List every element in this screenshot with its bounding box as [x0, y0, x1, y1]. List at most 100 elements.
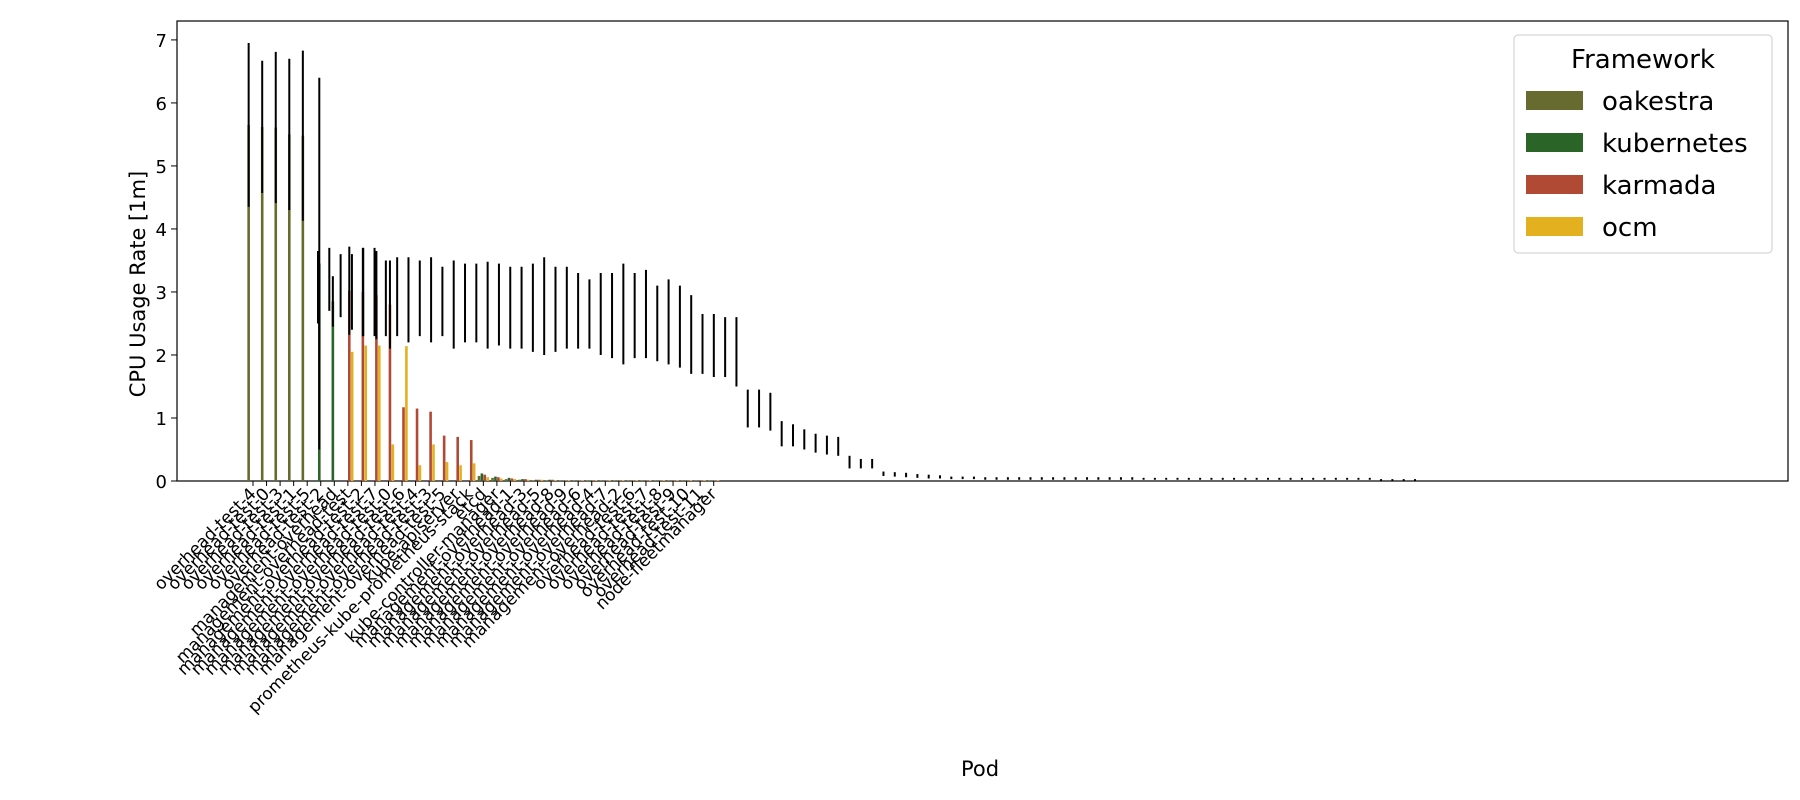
bar-oakestra — [531, 480, 535, 481]
bar-kubernetes — [521, 479, 524, 481]
bar-karmada — [456, 436, 459, 481]
bar-ocm — [378, 345, 381, 481]
bar-oakestra — [708, 480, 711, 481]
bar-oakestra — [477, 475, 481, 481]
bar-ocm — [689, 480, 693, 481]
legend-label-oakestra: oakestra — [1602, 87, 1714, 117]
bar-ocm — [703, 480, 706, 481]
bar-kubernetes — [670, 480, 673, 481]
bar-kubernetes — [656, 480, 660, 481]
bar-karmada — [619, 480, 622, 481]
bar-karmada — [510, 478, 514, 481]
bar-ocm — [554, 480, 557, 481]
bar-ocm — [472, 463, 476, 481]
bar-karmada — [578, 480, 581, 481]
bar-karmada — [483, 474, 487, 481]
bar-kubernetes — [643, 480, 646, 481]
bar-kubernetes — [548, 479, 551, 481]
bar-karmada — [442, 435, 446, 481]
bar-karmada — [551, 479, 554, 481]
bar-kubernetes — [575, 480, 579, 481]
bar-oakestra — [626, 480, 630, 481]
y-tick-label: 7 — [156, 31, 167, 52]
bar-ocm — [594, 480, 598, 481]
bar-oakestra — [260, 126, 264, 482]
bar-ocm — [540, 479, 544, 481]
y-axis: 0 1 2 3 4 5 6 7 — [156, 31, 177, 493]
bar-kubernetes — [589, 480, 592, 481]
bar-ocm — [621, 480, 625, 481]
bar-ocm — [499, 478, 503, 481]
bar-ocm — [608, 480, 611, 481]
bar-oakestra — [559, 480, 562, 481]
bar-ocm — [676, 480, 679, 481]
bar-karmada — [415, 408, 419, 481]
x-axis-label: Pod — [961, 757, 999, 781]
bar-karmada — [469, 440, 473, 481]
bar-karmada — [537, 479, 541, 481]
legend: Framework oakestra kubernetes karmada ocm — [1513, 34, 1773, 254]
bar-ocm — [418, 465, 422, 481]
bar-kubernetes — [561, 480, 565, 481]
bar-oakestra — [640, 480, 643, 481]
bar-ocm — [391, 444, 395, 481]
bar-karmada — [361, 291, 365, 481]
bar-oakestra — [586, 480, 589, 481]
y-tick-label: 6 — [156, 94, 167, 115]
bar-karmada — [605, 480, 609, 481]
bar-oakestra — [288, 134, 291, 481]
bar-oakestra — [491, 477, 494, 481]
x-axis: overhead-test-4overhead-test-0overhead-t… — [150, 481, 721, 717]
bar-kubernetes — [494, 476, 497, 481]
bar-kubernetes — [697, 480, 700, 481]
bar-karmada — [686, 480, 690, 481]
legend-frame — [1513, 34, 1773, 254]
bar-karmada — [700, 480, 703, 481]
y-tick-label: 3 — [156, 283, 167, 304]
legend-label-ocm: ocm — [1602, 213, 1658, 243]
bar-ocm — [581, 480, 584, 481]
legend-swatch-kubernetes — [1526, 133, 1583, 152]
legend-label-karmada: karmada — [1602, 171, 1716, 201]
bar-oakestra — [599, 480, 603, 481]
legend-swatch-oakestra — [1526, 91, 1583, 110]
bar-kubernetes — [616, 480, 619, 481]
bar-ocm — [350, 351, 354, 481]
bar-oakestra — [504, 479, 508, 481]
y-tick-label: 5 — [156, 157, 167, 178]
bar-kubernetes — [507, 477, 511, 481]
bar-oakestra — [694, 480, 698, 481]
bar-kubernetes — [331, 301, 335, 481]
y-tick-label: 1 — [156, 409, 167, 430]
bar-kubernetes — [629, 480, 633, 481]
bar-ocm — [662, 480, 666, 481]
bar-karmada — [375, 295, 378, 481]
bar-karmada — [388, 304, 392, 481]
bar-ocm — [635, 480, 639, 481]
bar-oakestra — [613, 480, 616, 481]
bar-kubernetes — [683, 480, 687, 481]
legend-title: Framework — [1571, 45, 1715, 75]
y-tick-label: 0 — [156, 472, 167, 493]
bar-ocm — [513, 479, 517, 481]
bar-oakestra — [667, 480, 670, 481]
bar-ocm — [486, 477, 489, 481]
bar-oakestra — [247, 124, 250, 482]
bar-kubernetes — [602, 480, 606, 481]
bar-oakestra — [572, 480, 576, 481]
bar-karmada — [591, 480, 595, 481]
bar-ocm — [364, 345, 368, 481]
bar-karmada — [497, 477, 500, 481]
bar-ocm — [432, 444, 435, 481]
bar-ocm — [445, 462, 449, 481]
bar-oakestra — [545, 480, 549, 481]
bar-karmada — [564, 480, 568, 481]
bar-oakestra — [274, 127, 278, 481]
bar-oakestra — [680, 480, 684, 481]
bar-karmada — [646, 480, 649, 481]
y-tick-label: 4 — [156, 220, 167, 241]
bar-ocm — [716, 480, 720, 481]
bar-ocm — [459, 465, 462, 481]
bar-karmada — [659, 480, 663, 481]
